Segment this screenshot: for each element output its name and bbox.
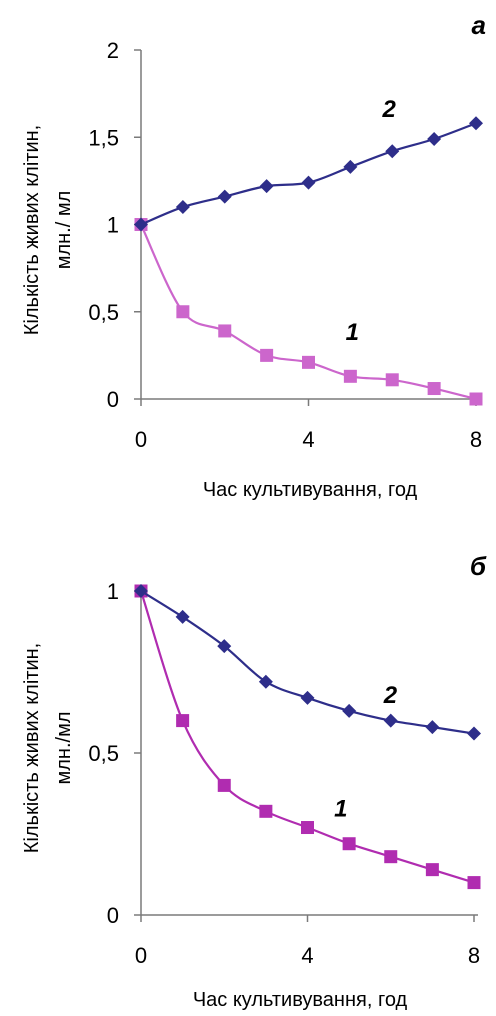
y-tick-label: 2 — [107, 38, 119, 63]
panel-label-a: а — [472, 10, 486, 40]
x-tick-label: 0 — [135, 427, 147, 452]
panel-label-b: б — [470, 551, 487, 581]
x-axis-title-b: Час культивування, год — [193, 989, 408, 1011]
series-2-point — [217, 189, 232, 204]
series-2-point — [134, 217, 148, 232]
series-1-point — [260, 348, 274, 362]
series-1-point — [176, 714, 190, 728]
x-tick-label: 8 — [470, 427, 482, 452]
series-1-point — [301, 821, 314, 835]
y-tick-label: 1 — [107, 579, 119, 604]
series-2-point — [385, 144, 400, 159]
x-tick-label: 4 — [301, 943, 313, 968]
series-1-point — [467, 876, 481, 890]
series-1-line — [139, 590, 475, 884]
y-axis-title-a-unit: млн./ мл — [53, 191, 75, 270]
series-1-point — [302, 355, 315, 369]
x-tick-label: 0 — [135, 943, 147, 968]
series-1-point — [427, 382, 441, 396]
x-axis-title-a: Час культивування, год — [203, 479, 418, 501]
series-2-point — [259, 179, 274, 194]
series-2-line — [140, 122, 477, 226]
series-1-point — [425, 863, 439, 877]
series-2-point — [217, 639, 232, 654]
series-1-label: 1 — [334, 796, 347, 823]
series-1-point — [343, 369, 357, 383]
y-tick-label: 1 — [107, 213, 119, 238]
series-2-point — [134, 584, 148, 598]
y-tick-label: 0,5 — [88, 741, 119, 766]
series-1-line — [140, 224, 477, 401]
y-axis-title-line2: млн./мл — [53, 712, 75, 785]
y-tick-label: 0 — [107, 903, 119, 928]
chart-panel-b: б Кількість живих клітин, млн./мл Час ку… — [21, 551, 487, 1011]
y-tick-label: 1,5 — [88, 125, 119, 150]
series-2-point — [427, 131, 442, 146]
series-1-point — [384, 850, 398, 864]
series-1-point — [469, 392, 483, 406]
x-tick-label: 8 — [468, 943, 480, 968]
y-axis-title-b: Кількість живих клітин, — [21, 643, 43, 853]
series-2-point — [175, 609, 190, 624]
y-axis-title-line1: Кількість живих клітин, — [21, 643, 43, 853]
series-1-point — [259, 804, 273, 818]
series-2-point — [175, 200, 190, 215]
series-2-point — [469, 116, 483, 131]
series-2-point — [342, 703, 357, 718]
series-2-line — [140, 590, 475, 735]
series-2-label: 2 — [381, 96, 396, 123]
series-1-label: 1 — [346, 319, 359, 346]
y-axis-title-line1: Кількість живих клітин, — [21, 125, 43, 335]
series-2-label: 2 — [383, 682, 398, 709]
x-tick-label: 4 — [302, 427, 314, 452]
series-2-point — [301, 175, 316, 190]
series-1-point — [218, 324, 232, 338]
series-1-point — [385, 373, 399, 387]
series-2-point — [467, 726, 481, 741]
y-axis-title-b-unit: млн./мл — [53, 712, 75, 785]
series-2-point — [343, 159, 358, 174]
chart-panel-a: а Кількість живих клітин, млн./ мл Час к… — [21, 10, 486, 501]
y-axis-title-line2: млн./ мл — [53, 191, 75, 270]
series-1-point — [176, 305, 190, 319]
series-2-point — [300, 690, 315, 705]
series-2-point — [258, 674, 273, 689]
y-axis-title-a: Кількість живих клітин, — [21, 125, 43, 335]
series-1-point — [342, 837, 356, 851]
y-tick-label: 0 — [107, 387, 119, 412]
series-2-point — [425, 720, 440, 735]
series-1-point — [217, 778, 231, 792]
y-tick-label: 0,5 — [88, 300, 119, 325]
series-2-point — [383, 713, 398, 728]
